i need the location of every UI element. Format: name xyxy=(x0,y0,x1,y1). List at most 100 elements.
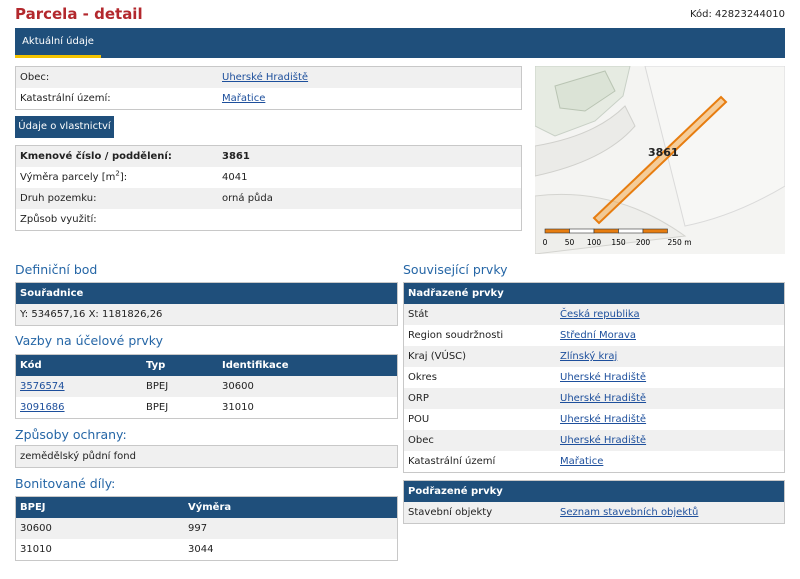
row: 30600 997 xyxy=(16,518,397,539)
cell: 31010 xyxy=(20,544,52,555)
row: Výměra parcely [m2]: 4041 xyxy=(16,167,521,188)
table-header: Souřadnice xyxy=(16,283,397,304)
scale-label: 200 xyxy=(636,238,651,247)
row: Katastrální území Mařatice xyxy=(404,451,784,472)
link[interactable]: Uherské Hradiště xyxy=(560,414,647,425)
scale-label: 250 m xyxy=(668,238,692,247)
row: ORP Uherské Hradiště xyxy=(404,388,784,409)
cell: Stavební objekty xyxy=(408,507,493,518)
page-title: Parcela - detail xyxy=(15,5,143,23)
row-value: orná půda xyxy=(222,193,273,204)
cell: Kraj (VÚSC) xyxy=(408,351,467,362)
table: BPEJ Výměra 30600 997 31010 3044 xyxy=(15,496,398,561)
table: zemědělský půdní fond xyxy=(15,445,398,468)
row-value: Mařatice xyxy=(222,88,265,109)
column-header: Identifikace xyxy=(222,360,289,371)
row: Kmenové číslo / poddělení: 3861 xyxy=(16,146,521,167)
row-value: 4041 xyxy=(222,172,248,183)
cell: zemědělský půdní fond xyxy=(20,451,136,462)
ownership-button[interactable]: Údaje o vlastnictví xyxy=(15,116,114,138)
row-value: 3861 xyxy=(222,151,250,162)
link[interactable]: 3576574 xyxy=(20,381,65,392)
link[interactable]: 3091686 xyxy=(20,402,65,413)
cell: Uherské Hradiště xyxy=(560,409,646,430)
section-heading: Související prvky xyxy=(403,262,508,277)
scale-segment xyxy=(593,228,619,234)
info-box: Obec: Uherské Hradiště Katastrální území: M… xyxy=(15,66,522,110)
link[interactable]: Seznam stavebních objektů xyxy=(560,507,699,518)
row-value: Uherské Hradiště xyxy=(222,67,308,88)
cell: ORP xyxy=(408,393,429,404)
link[interactable]: Uherské Hradiště xyxy=(222,72,309,83)
row: 31010 3044 xyxy=(16,539,397,560)
row-label: Druh pozemku: xyxy=(20,188,96,209)
cell: 997 xyxy=(188,523,208,534)
scale-segment xyxy=(642,228,668,234)
parcel-label: 3861 xyxy=(648,146,679,159)
section-heading: Bonitované díly: xyxy=(15,476,116,491)
link[interactable]: Uherské Hradiště xyxy=(560,435,647,446)
label-part: 2 xyxy=(115,169,120,178)
column-header: Kód xyxy=(20,360,42,371)
label-part: ]: xyxy=(119,172,128,183)
cell: Uherské Hradiště xyxy=(560,367,646,388)
section-heading: Vazby na účelové prvky xyxy=(15,333,163,348)
link[interactable]: Uherské Hradiště xyxy=(560,372,647,383)
row: Okres Uherské Hradiště xyxy=(404,367,784,388)
scale-bar: 0 50 100 150 200 250 m xyxy=(543,228,692,247)
column-header: Výměra xyxy=(188,502,232,513)
cell: Seznam stavebních objektů xyxy=(560,502,698,523)
table: Kód Typ Identifikace 3576574 BPEJ 30600 309168… xyxy=(15,354,398,419)
cell: Zlínský kraj xyxy=(560,346,617,367)
cell: Okres xyxy=(408,372,437,383)
cell: POU xyxy=(408,414,430,425)
tab-bar: Aktuální údaje xyxy=(15,28,785,58)
label-part: Výměra parcely [m xyxy=(20,172,116,183)
label-part: Způsob využití: xyxy=(20,214,97,225)
table: Souřadnice Y: 534657,16 X: 1181826,26 xyxy=(15,282,398,326)
cell: Střední Morava xyxy=(560,325,636,346)
link[interactable]: Mařatice xyxy=(222,93,266,104)
map: 3861 0 50 100 150 200 250 m xyxy=(535,66,785,254)
info-box: Kmenové číslo / poddělení: 3861 Výměra par… xyxy=(15,145,522,231)
scale-segment xyxy=(618,228,644,234)
row: 3576574 BPEJ 30600 xyxy=(16,376,397,397)
row-label: Katastrální území: xyxy=(20,93,111,104)
row-label: Způsob využití: xyxy=(20,209,97,230)
tab[interactable]: Aktuální údaje xyxy=(15,28,101,58)
row: Kraj (VÚSC) Zlínský kraj xyxy=(404,346,784,367)
link[interactable]: Střední Morava xyxy=(560,330,636,341)
row-label: Výměra parcely [m2]: xyxy=(20,167,127,188)
table-header: Nadřazené prvky xyxy=(404,283,784,304)
label-part: Kmenové číslo / poddělení: xyxy=(20,151,172,162)
scale-segment xyxy=(569,228,595,234)
section-heading: Definiční bod xyxy=(15,262,98,277)
parcel-code: Kód: 42823244010 xyxy=(689,9,785,20)
row: Způsob využití: xyxy=(16,209,521,230)
row: Region soudržnosti Střední Morava xyxy=(404,325,784,346)
scale-segment xyxy=(544,228,570,234)
map-area xyxy=(535,193,687,254)
row: Stavební objekty Seznam stavebních objekt… xyxy=(404,502,784,523)
row: zemědělský půdní fond xyxy=(16,446,397,467)
row: Druh pozemku: orná půda xyxy=(16,188,521,209)
link[interactable]: Česká republika xyxy=(560,309,640,320)
cell: 3044 xyxy=(188,544,214,555)
map-area xyxy=(644,66,785,227)
row-label: Kmenové číslo / poddělení: xyxy=(20,146,172,167)
link[interactable]: Uherské Hradiště xyxy=(560,393,647,404)
link[interactable]: Mařatice xyxy=(560,456,604,467)
cell: 30600 xyxy=(20,523,52,534)
table-header: Podřazené prvky xyxy=(404,481,784,502)
cell: 3091686 xyxy=(20,397,65,418)
cell: Region soudržnosti xyxy=(408,330,504,341)
table-header: Kód Typ Identifikace xyxy=(16,355,397,376)
cell: Stát xyxy=(408,309,429,320)
row-label: Obec: xyxy=(20,72,50,83)
cell: Katastrální území xyxy=(408,456,496,467)
cell: Uherské Hradiště xyxy=(560,430,646,451)
row: 3091686 BPEJ 31010 xyxy=(16,397,397,418)
link[interactable]: Zlínský kraj xyxy=(560,351,618,362)
parcel-shape xyxy=(592,95,728,225)
